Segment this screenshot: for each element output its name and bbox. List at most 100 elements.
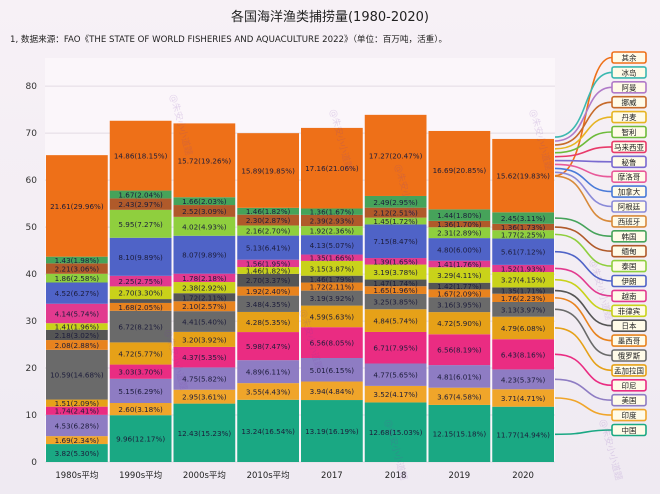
- data-label: 4.28(5.35%): [246, 318, 291, 327]
- bar-segment: [364, 293, 427, 310]
- data-label: 3.55(4.43%): [246, 387, 291, 396]
- legend-connector: [554, 167, 613, 193]
- bar-segment: [492, 369, 554, 390]
- bar-segment: [237, 225, 299, 236]
- bar-segment: [237, 214, 299, 226]
- legend-connector: [554, 217, 613, 238]
- data-label: 3.82(5.30%): [55, 449, 100, 458]
- x-tick-label: 2020: [512, 471, 534, 481]
- data-label: 5.01(6.15%): [310, 366, 355, 375]
- data-label: 2.49(2.95%): [373, 198, 418, 207]
- data-label: 2.38(2.92%): [182, 284, 227, 293]
- data-label: 4.81(6.01%): [437, 372, 482, 381]
- bar-segment: [492, 238, 554, 265]
- bar-segment: [301, 127, 363, 209]
- data-label: 5.61(7.12%): [501, 248, 546, 257]
- legend-connector: [554, 308, 613, 357]
- bar-segment: [173, 293, 236, 302]
- data-label: 4.37(5.35%): [182, 353, 227, 362]
- bar-segment: [46, 436, 108, 445]
- y-tick-label: 20: [26, 364, 38, 374]
- bar-segment: [46, 323, 108, 330]
- bar-segment: [301, 290, 363, 306]
- data-label: 1.77(2.25%): [501, 230, 546, 239]
- data-label: 3.03(3.70%): [118, 368, 163, 377]
- data-label: 2.10(2.57%): [182, 302, 227, 311]
- data-label: 14.86(18.15%): [114, 152, 168, 161]
- bar-segment: [173, 389, 236, 404]
- bar-segment: [173, 216, 236, 236]
- bar-segment: [237, 332, 299, 361]
- legend-connector: [554, 146, 613, 158]
- data-label: 2.12(2.51%): [373, 209, 418, 218]
- bar-segment: [492, 272, 554, 288]
- bar-segment: [428, 312, 491, 335]
- data-label: 1.41(1.76%): [437, 260, 482, 269]
- bar-segment: [428, 289, 491, 298]
- bars: 3.82(5.30%) 1.69(2.34%) 4.53(6.28%) 1.74(2.…: [46, 114, 554, 462]
- bar-segment: [428, 227, 491, 239]
- data-label: 11.77(14.94%): [496, 430, 550, 439]
- data-label: 1.36(1.73%): [501, 223, 546, 232]
- legend-connector: [554, 175, 613, 223]
- legend-connector: [554, 101, 613, 146]
- legend-label: 印尼: [622, 381, 637, 390]
- bar-segment: [109, 286, 172, 300]
- bar-segment: [109, 402, 172, 416]
- bar-segment: [109, 364, 172, 379]
- data-label: 17.27(20.47%): [369, 151, 423, 160]
- bar-segment: [364, 309, 427, 332]
- bar-segment: [364, 331, 427, 364]
- data-label: 1.46(1.79%): [310, 275, 355, 284]
- data-label: 2.08(2.88%): [55, 341, 100, 350]
- data-label: 6.72(8.21%): [118, 323, 163, 332]
- data-label: 3.29(4.11%): [437, 271, 482, 280]
- data-label: 4.13(5.07%): [310, 241, 355, 250]
- data-label: 21.61(29.96%): [50, 202, 104, 211]
- data-label: 2.25(2.75%): [118, 277, 163, 286]
- data-label: 8.07(9.89%): [182, 251, 227, 260]
- data-label: 12.68(15.03%): [369, 428, 423, 437]
- bar-segment: [364, 258, 427, 265]
- bar-segment: [301, 327, 363, 358]
- legend-label: 印度: [622, 410, 637, 420]
- legend-connector: [554, 327, 613, 372]
- data-label: 2.70(3.37%): [246, 276, 291, 285]
- legend-label: 阿根廷: [618, 202, 641, 212]
- bar-segment: [46, 399, 108, 407]
- bar-segment: [364, 195, 427, 208]
- bar-segment: [237, 273, 299, 287]
- data-label: 1.41(1.96%): [55, 322, 100, 331]
- bar-segment: [173, 403, 236, 462]
- bar-segment: [237, 311, 299, 333]
- bar-segment: [237, 295, 299, 312]
- legend-label: 其余: [622, 53, 637, 63]
- data-label: 3.27(4.15%): [501, 276, 546, 285]
- data-label: 2.95(3.61%): [182, 393, 227, 402]
- data-label: 4.14(5.74%): [55, 309, 100, 318]
- bar-segment: [109, 310, 172, 343]
- data-label: 2.43(2.97%): [118, 200, 163, 209]
- data-label: 1.43(1.98%): [55, 256, 100, 265]
- legend-label: 孟加拉国: [614, 365, 644, 375]
- bar-segment: [301, 275, 363, 283]
- data-label: 1.36(1.67%): [310, 208, 355, 217]
- x-tick-label: 1980s平均: [55, 470, 98, 481]
- bar-segment: [237, 399, 299, 462]
- data-label: 12.15(15.18%): [433, 429, 487, 438]
- data-label: 2.70(3.30%): [118, 289, 163, 298]
- data-label: 17.16(21.06%): [305, 164, 359, 173]
- x-tick-label: 2019: [449, 471, 471, 481]
- bar-segment: [109, 302, 172, 311]
- bar-segment: [492, 301, 554, 317]
- bar-segment: [364, 217, 427, 225]
- watermark-text: @朱安小小道题: [587, 258, 615, 322]
- legend-label: 阿曼: [622, 83, 637, 92]
- data-label: 3.71(4.71%): [501, 394, 546, 403]
- data-label: 12.43(15.23%): [178, 429, 232, 438]
- data-label: 4.77(5.65%): [373, 371, 418, 380]
- bar-segment: [301, 260, 363, 276]
- legend-label: 菲律宾: [618, 306, 641, 316]
- x-axis: 1980s平均 1990s平均 2000s平均 2010s平均 2017 2018 2019…: [55, 470, 534, 481]
- bar-segment: [364, 114, 427, 196]
